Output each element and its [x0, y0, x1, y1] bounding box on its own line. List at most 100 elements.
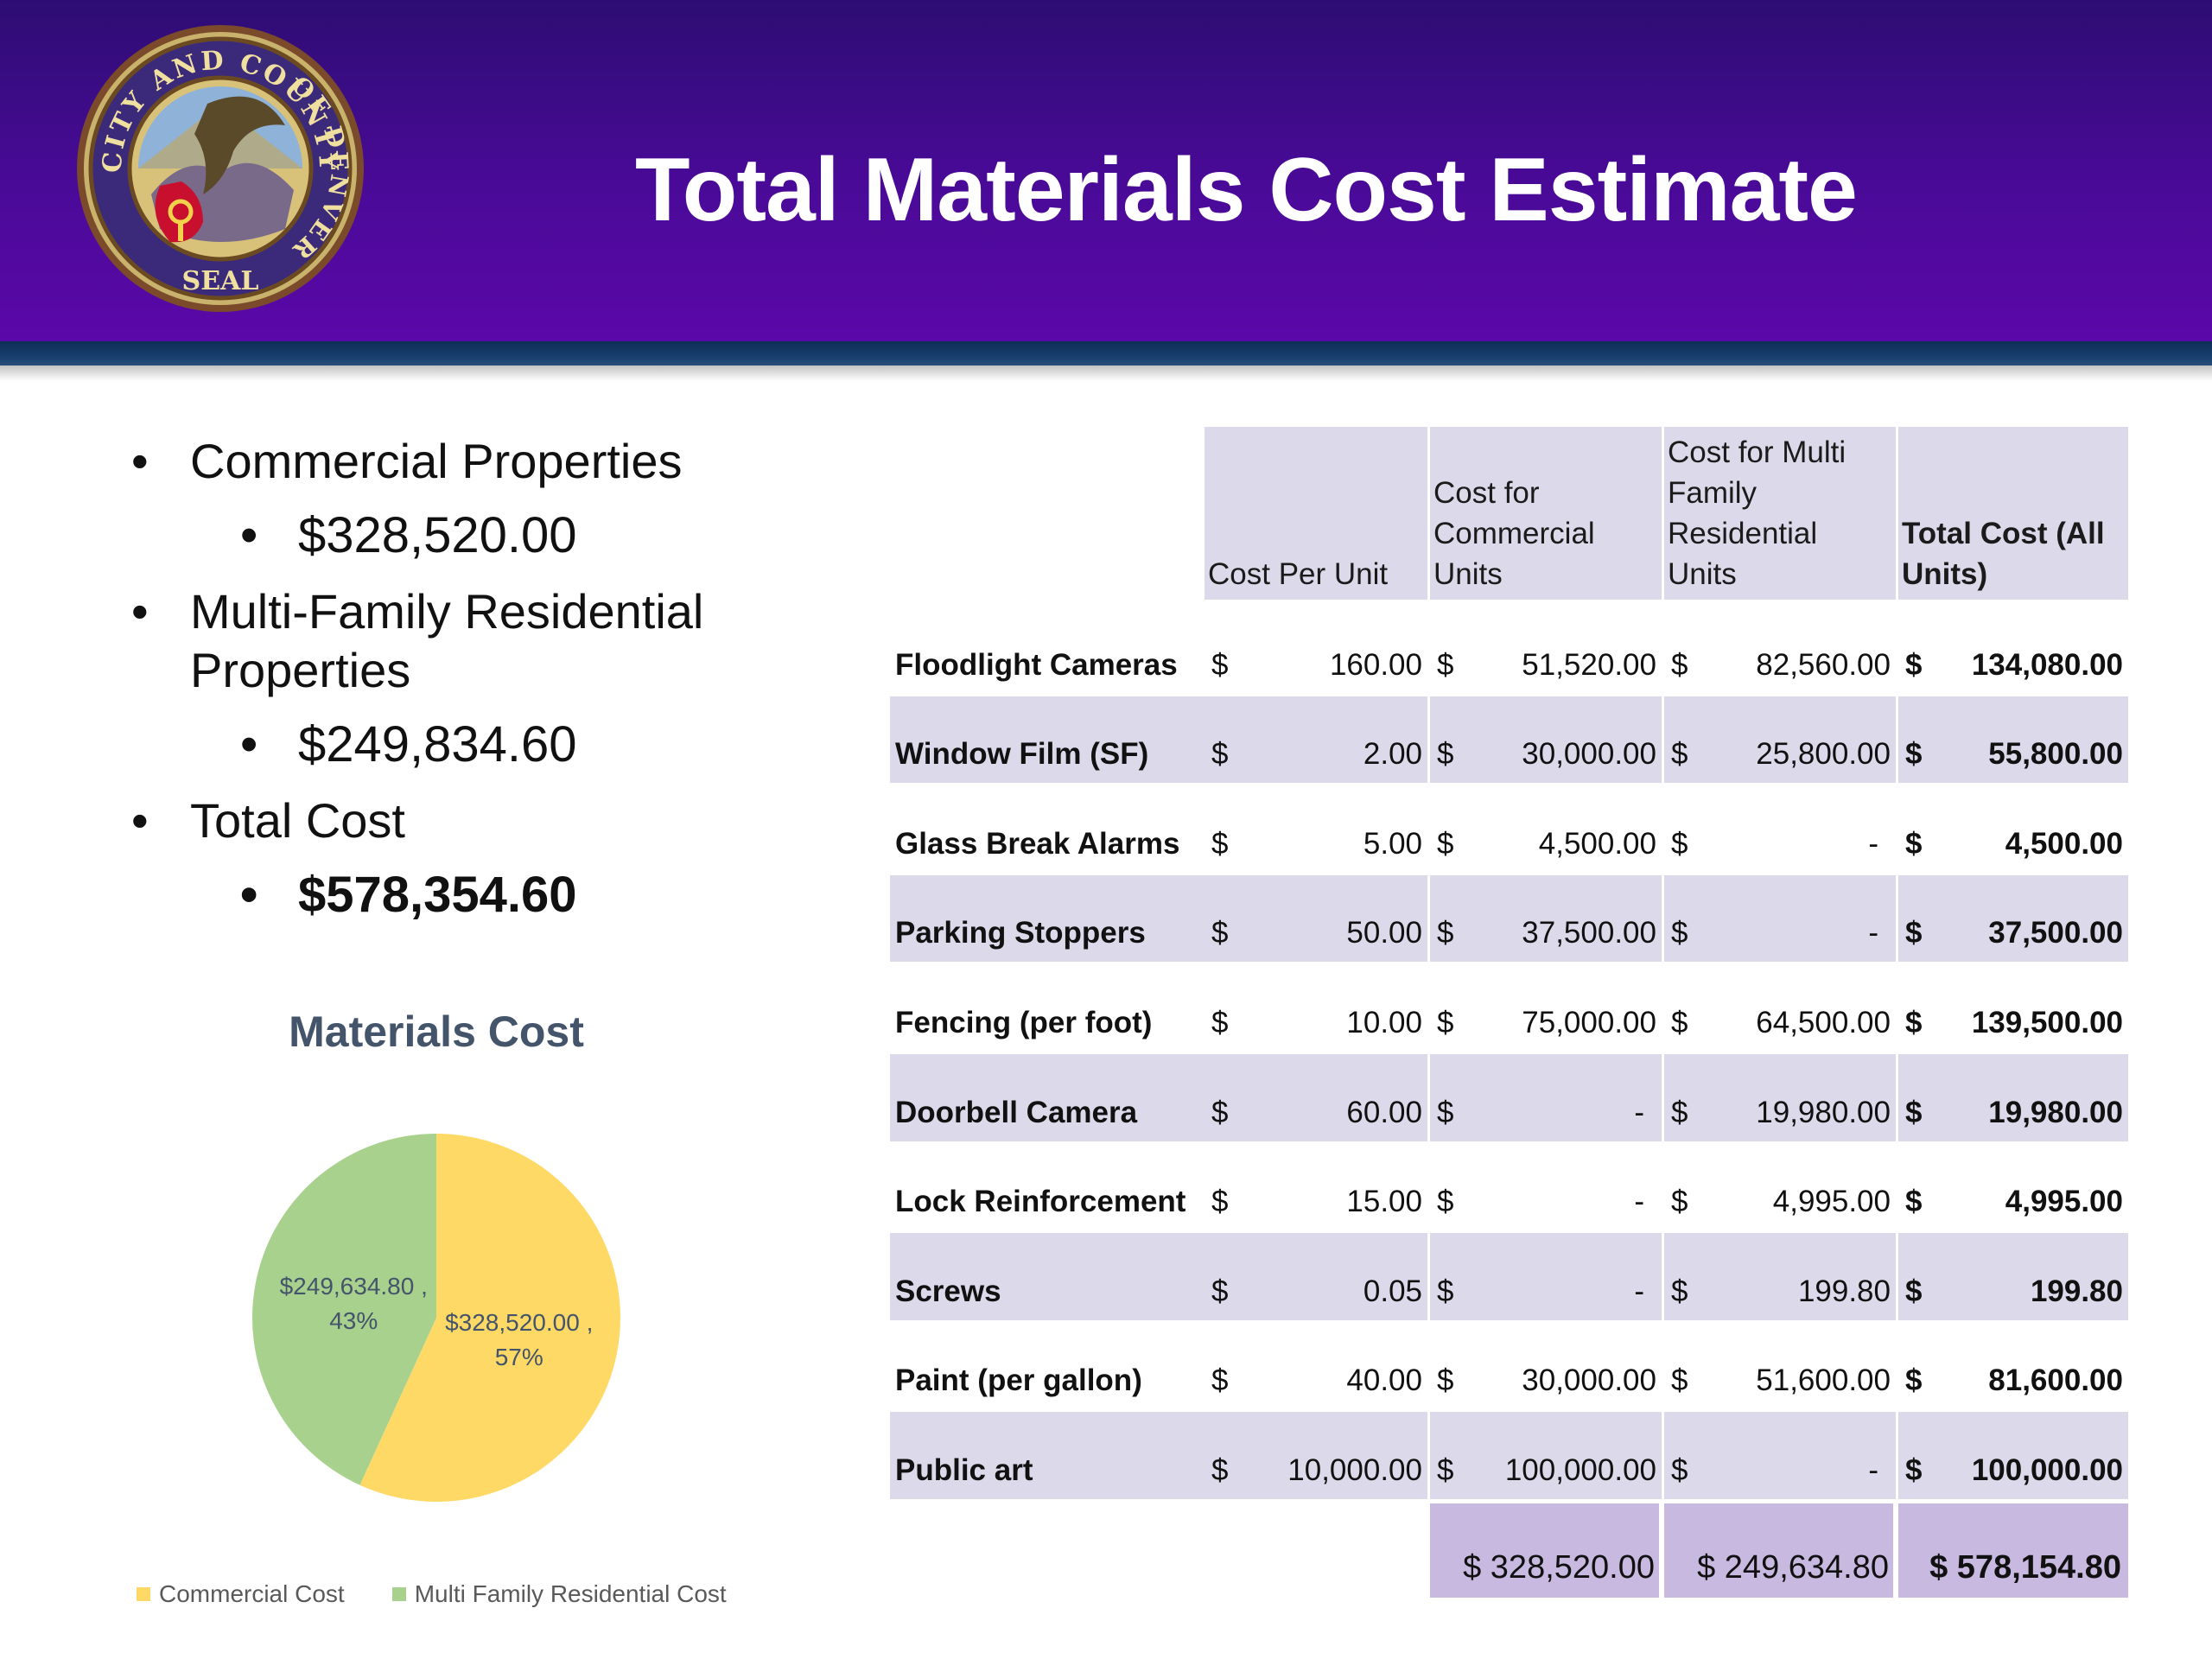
currency-sign: $	[1671, 1363, 1688, 1398]
bullet-multifamily-value: $249,834.60	[121, 715, 778, 774]
table-cell-commercial: 30,000.00	[1522, 737, 1656, 772]
table-row-label: Doorbell Camera	[895, 1095, 1138, 1129]
currency-sign: $	[1437, 737, 1454, 772]
column-separator	[1427, 427, 1430, 1502]
table-cell-per-unit: 5.00	[1363, 826, 1422, 861]
materials-cost-pie-chart: $328,520.00 , 57% $249,634.80 , 43%	[252, 1134, 621, 1502]
header-total-cost: Total Cost (All Units)	[1898, 427, 2128, 600]
table-row-label: Parking Stoppers	[895, 916, 1146, 950]
currency-sign: $	[1905, 737, 1923, 772]
currency-sign: $	[1437, 1453, 1454, 1487]
header-cost-multifamily: Cost for Multi Family Residential Units	[1664, 427, 1896, 600]
legend-swatch-multifamily	[391, 1587, 406, 1601]
table-row-band	[890, 1054, 2128, 1141]
table-cell-total: 199.80	[2030, 1274, 2123, 1308]
slide-header	[0, 0, 2212, 341]
table-cell-per-unit: 40.00	[1346, 1363, 1422, 1398]
table-cell-total: 19,980.00	[1988, 1095, 2123, 1129]
table-cell-per-unit: 50.00	[1346, 916, 1422, 950]
table-cell-multi: 64,500.00	[1756, 1006, 1891, 1039]
currency-sign: $	[1211, 826, 1229, 861]
pie-chart-title: Materials Cost	[289, 1007, 584, 1056]
currency-sign: $	[1211, 1095, 1229, 1129]
table-cell-commercial: 51,520.00	[1522, 647, 1656, 682]
table-cell-commercial: 37,500.00	[1522, 916, 1656, 950]
header-cost-per-unit: Cost Per Unit	[1205, 427, 1427, 600]
currency-sign: $	[1211, 647, 1229, 682]
currency-sign: $	[1211, 916, 1229, 950]
currency-sign: $	[1905, 1095, 1923, 1129]
table-cell-multi: -	[1868, 826, 1878, 861]
currency-sign: $	[1905, 1185, 1923, 1219]
totals-band	[1664, 1503, 1893, 1598]
currency-sign: $	[1211, 1185, 1229, 1219]
table-cell-total: 134,080.00	[1971, 647, 2123, 682]
table-cell-commercial: 100,000.00	[1504, 1453, 1656, 1487]
currency-sign: $	[1671, 1453, 1688, 1487]
currency-sign: $	[1211, 1363, 1229, 1398]
bullet-multifamily-properties: Multi-Family Residential Properties	[121, 582, 778, 700]
bullet-total-value: $578,354.60	[121, 866, 778, 925]
table-cell-multi: 82,560.00	[1756, 647, 1891, 682]
grand-total: $ 578,154.80	[1929, 1549, 2121, 1586]
currency-sign: $	[1211, 737, 1229, 772]
table-cell-commercial: 30,000.00	[1522, 1363, 1656, 1398]
currency-sign: $	[1905, 1453, 1923, 1487]
currency-sign: $	[1671, 647, 1688, 682]
currency-sign: $	[1671, 737, 1688, 772]
pie-slice-commercial	[359, 1134, 621, 1502]
currency-sign: $	[1437, 826, 1454, 861]
pie-legend: Commercial Cost Multi Family Residential…	[137, 1577, 774, 1611]
table-cell-multi: -	[1868, 916, 1878, 950]
total-commercial: $ 328,520.00	[1463, 1549, 1655, 1586]
table-row-band	[890, 1233, 2128, 1320]
table-row-label: Glass Break Alarms	[895, 826, 1180, 861]
pie-data-label-multifamily: $249,634.80 , 43%	[280, 1273, 428, 1334]
table-cell-commercial: 75,000.00	[1522, 1006, 1656, 1039]
table-row-band	[890, 1412, 2128, 1499]
svg-text:SEAL: SEAL	[182, 266, 259, 296]
legend-label-multifamily: Multi Family Residential Cost	[414, 1580, 727, 1607]
currency-sign: $	[1905, 916, 1923, 950]
bullet-commercial-value: $328,520.00	[121, 506, 778, 565]
table-row-band	[890, 696, 2128, 784]
denver-seal-logo: CITY AND COUNTY OF DENVER SEAL	[77, 25, 364, 312]
table-cell-multi: 19,980.00	[1756, 1095, 1891, 1129]
currency-sign: $	[1905, 826, 1923, 861]
currency-sign: $	[1211, 1274, 1229, 1308]
table-cell-multi: 51,600.00	[1756, 1363, 1891, 1398]
currency-sign: $	[1437, 1095, 1454, 1129]
currency-sign: $	[1211, 1006, 1229, 1039]
legend-item-multifamily: Multi Family Residential Cost	[391, 1580, 727, 1608]
currency-sign: $	[1905, 1006, 1923, 1039]
currency-sign: $	[1437, 1006, 1454, 1039]
table-cell-per-unit: 15.00	[1346, 1185, 1422, 1219]
bullet-total-cost: Total Cost	[121, 791, 778, 850]
currency-sign: $	[1437, 1185, 1454, 1219]
table-cell-per-unit: 0.05	[1363, 1274, 1422, 1308]
table-cell-total: 37,500.00	[1988, 916, 2123, 950]
currency-sign: $	[1671, 826, 1688, 861]
header-cost-commercial: Cost for Commercial Units	[1430, 427, 1662, 600]
table-cell-per-unit: 60.00	[1346, 1095, 1422, 1129]
table-cell-commercial: 4,500.00	[1538, 826, 1656, 861]
cost-summary-bullets: Commercial Properties $328,520.00 Multi-…	[121, 432, 778, 925]
currency-sign: $	[1671, 1095, 1688, 1129]
table-cell-per-unit: 10,000.00	[1287, 1453, 1422, 1487]
table-cell-total: 4,500.00	[2005, 826, 2123, 861]
table-cell-total: 55,800.00	[1988, 737, 2123, 772]
table-row-label: Lock Reinforcement	[895, 1185, 1186, 1219]
table-row-label: Public art	[895, 1453, 1033, 1487]
legend-label-commercial: Commercial Cost	[159, 1580, 345, 1607]
table-cell-total: 100,000.00	[1971, 1453, 2123, 1487]
totals-band	[1430, 1503, 1659, 1598]
table-cell-commercial: -	[1634, 1185, 1644, 1219]
materials-cost-table: Cost Per Unit Cost for Commercial Units …	[890, 427, 2128, 1598]
slide-title: Total Materials Cost Estimate	[635, 140, 1858, 240]
currency-sign: $	[1437, 647, 1454, 682]
table-cell-per-unit: 160.00	[1329, 647, 1422, 682]
currency-sign: $	[1671, 1006, 1688, 1039]
table-row-label: Paint (per gallon)	[895, 1363, 1142, 1398]
table-cell-total: 139,500.00	[1971, 1006, 2123, 1039]
table-cell-total: 4,995.00	[2005, 1185, 2123, 1219]
